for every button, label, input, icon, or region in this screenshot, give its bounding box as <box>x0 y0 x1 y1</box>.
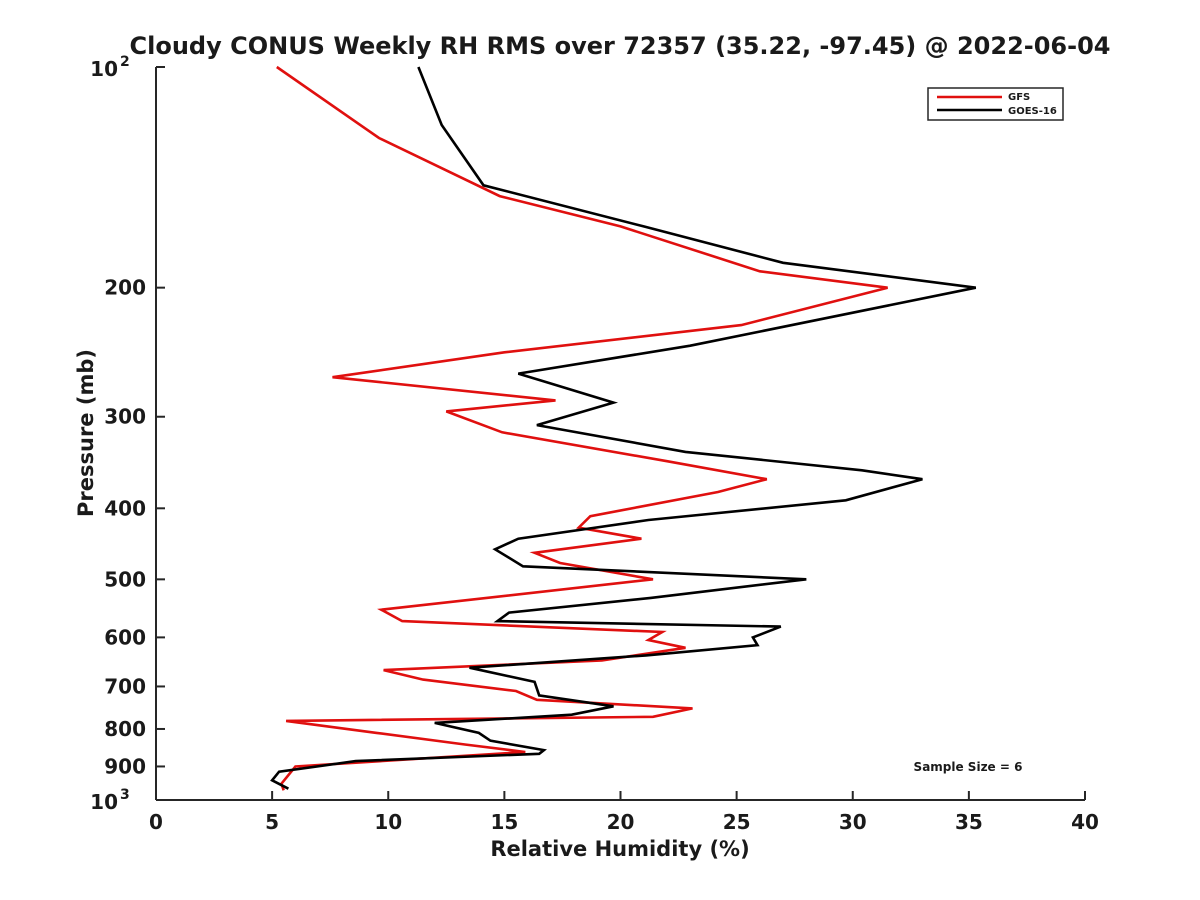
y-tick-base: 10 <box>90 57 118 81</box>
series-layer <box>270 65 977 791</box>
x-axis-label: Relative Humidity (%) <box>490 837 749 861</box>
y-tick-label: 200 <box>104 276 146 300</box>
y-tick-label-power: 10 2 <box>90 54 130 81</box>
x-axis-ticks: 0 5 10 15 20 25 30 35 40 <box>149 791 1099 834</box>
x-tick-label: 0 <box>149 810 163 834</box>
y-tick-base: 10 <box>90 790 118 814</box>
series-line-goes16 <box>270 66 977 790</box>
y-tick-exponent: 2 <box>120 54 130 70</box>
y-tick-label: 300 <box>104 405 146 429</box>
legend-label-goes16: GOES-16 <box>1008 106 1057 117</box>
y-tick-label: 400 <box>104 496 146 520</box>
x-tick-label: 10 <box>374 810 402 834</box>
x-tick-label: 5 <box>265 810 279 834</box>
x-tick-label: 20 <box>607 810 635 834</box>
axes-frame <box>155 67 1085 801</box>
y-axis-label: Pressure (mb) <box>74 349 98 517</box>
chart-title: Cloudy CONUS Weekly RH RMS over 72357 (3… <box>130 32 1111 60</box>
y-tick-label: 700 <box>104 674 146 698</box>
y-tick-label: 900 <box>104 754 146 778</box>
x-tick-label: 35 <box>955 810 983 834</box>
y-tick-label: 800 <box>104 717 146 741</box>
y-tick-exponent: 3 <box>120 787 130 803</box>
x-tick-label: 15 <box>490 810 518 834</box>
legend-label-gfs: GFS <box>1008 92 1030 103</box>
y-tick-label: 500 <box>104 567 146 591</box>
sample-size-annotation: Sample Size = 6 <box>914 760 1023 774</box>
x-tick-label: 25 <box>723 810 751 834</box>
legend: GFS GOES-16 <box>927 87 1064 121</box>
x-tick-label: 40 <box>1071 810 1099 834</box>
x-tick-label: 30 <box>839 810 867 834</box>
legend-box <box>927 87 1064 121</box>
y-tick-label-power: 10 3 <box>90 787 130 814</box>
y-tick-label: 600 <box>104 625 146 649</box>
series-line-gfs <box>276 65 888 791</box>
